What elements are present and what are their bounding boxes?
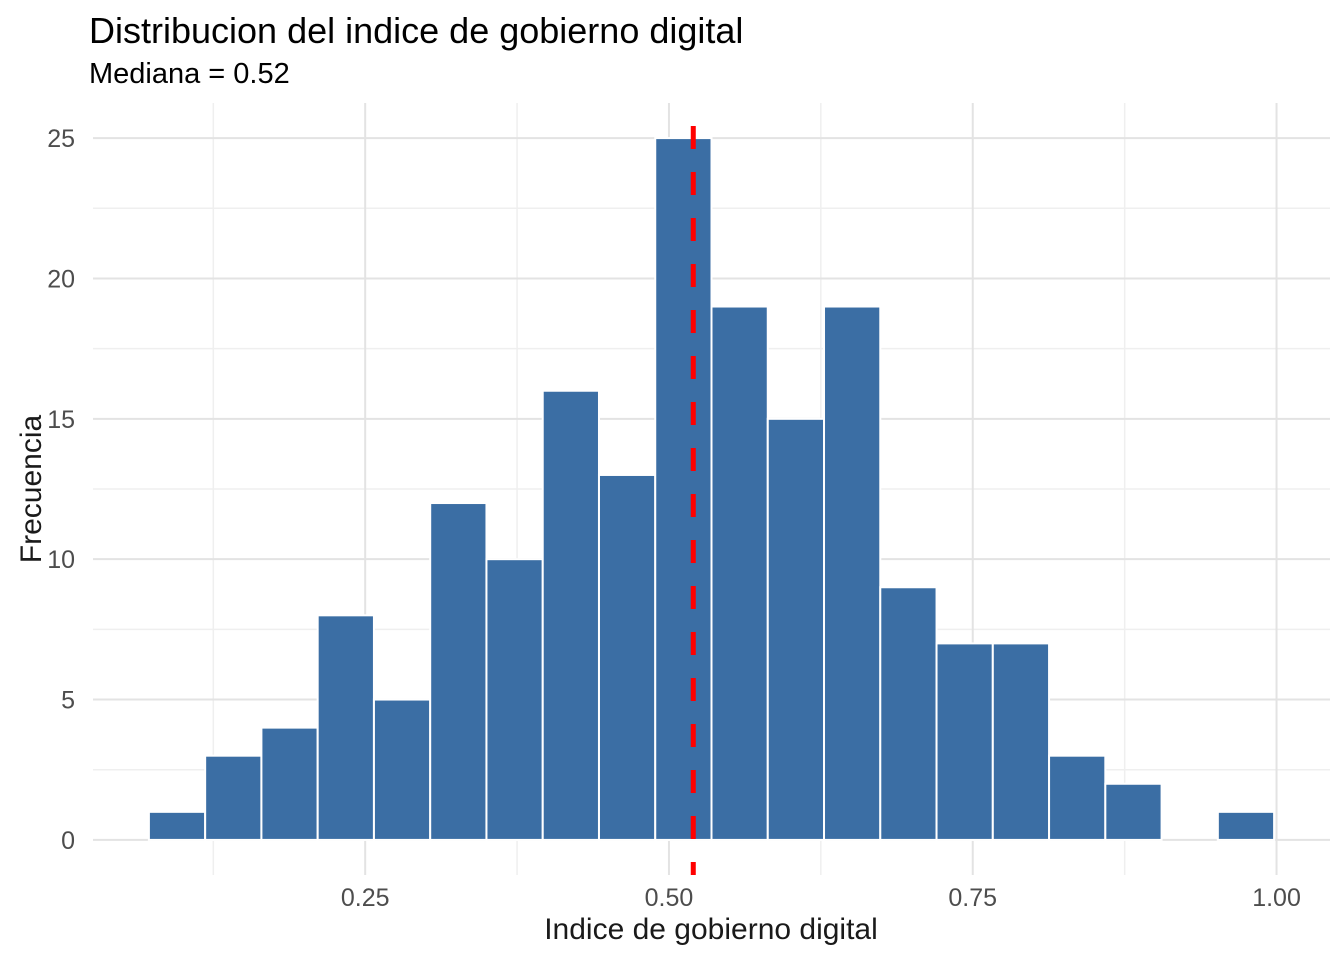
histogram-bar bbox=[316, 614, 375, 841]
x-tick-label: 0.50 bbox=[645, 884, 694, 912]
histogram-bar bbox=[879, 586, 938, 841]
histogram-bar bbox=[541, 389, 600, 841]
y-tick-label: 20 bbox=[47, 265, 75, 293]
y-tick-label: 5 bbox=[61, 687, 75, 715]
chart-subtitle: Mediana = 0.52 bbox=[89, 58, 290, 90]
histogram-bar bbox=[485, 558, 544, 841]
histogram-bar bbox=[1048, 754, 1107, 841]
histogram-bar bbox=[260, 726, 319, 841]
histogram-bar bbox=[1216, 810, 1276, 841]
chart-title: Distribucion del indice de gobierno digi… bbox=[89, 10, 744, 51]
y-tick-label: 15 bbox=[47, 406, 75, 434]
histogram-bar bbox=[204, 754, 263, 841]
histogram-bar bbox=[766, 417, 826, 841]
histogram-bar bbox=[823, 305, 882, 841]
x-tick-label: 0.75 bbox=[948, 884, 997, 912]
histogram-bar bbox=[429, 502, 488, 841]
x-axis-title: Indice de gobierno digital bbox=[544, 913, 878, 946]
histogram-bar bbox=[991, 642, 1051, 841]
histogram-bar bbox=[372, 698, 432, 841]
y-tick-label: 25 bbox=[47, 125, 75, 153]
histogram-bar bbox=[147, 810, 207, 841]
histogram-bar bbox=[935, 642, 994, 841]
histogram-bar bbox=[710, 305, 769, 841]
y-tick-label: 10 bbox=[47, 546, 75, 574]
x-tick-label: 1.00 bbox=[1252, 884, 1301, 912]
y-tick-label: 0 bbox=[61, 827, 75, 855]
histogram-bar bbox=[1104, 782, 1163, 841]
histogram-bar bbox=[597, 473, 657, 841]
histogram-bar bbox=[654, 137, 713, 841]
x-tick-label: 0.25 bbox=[341, 884, 390, 912]
